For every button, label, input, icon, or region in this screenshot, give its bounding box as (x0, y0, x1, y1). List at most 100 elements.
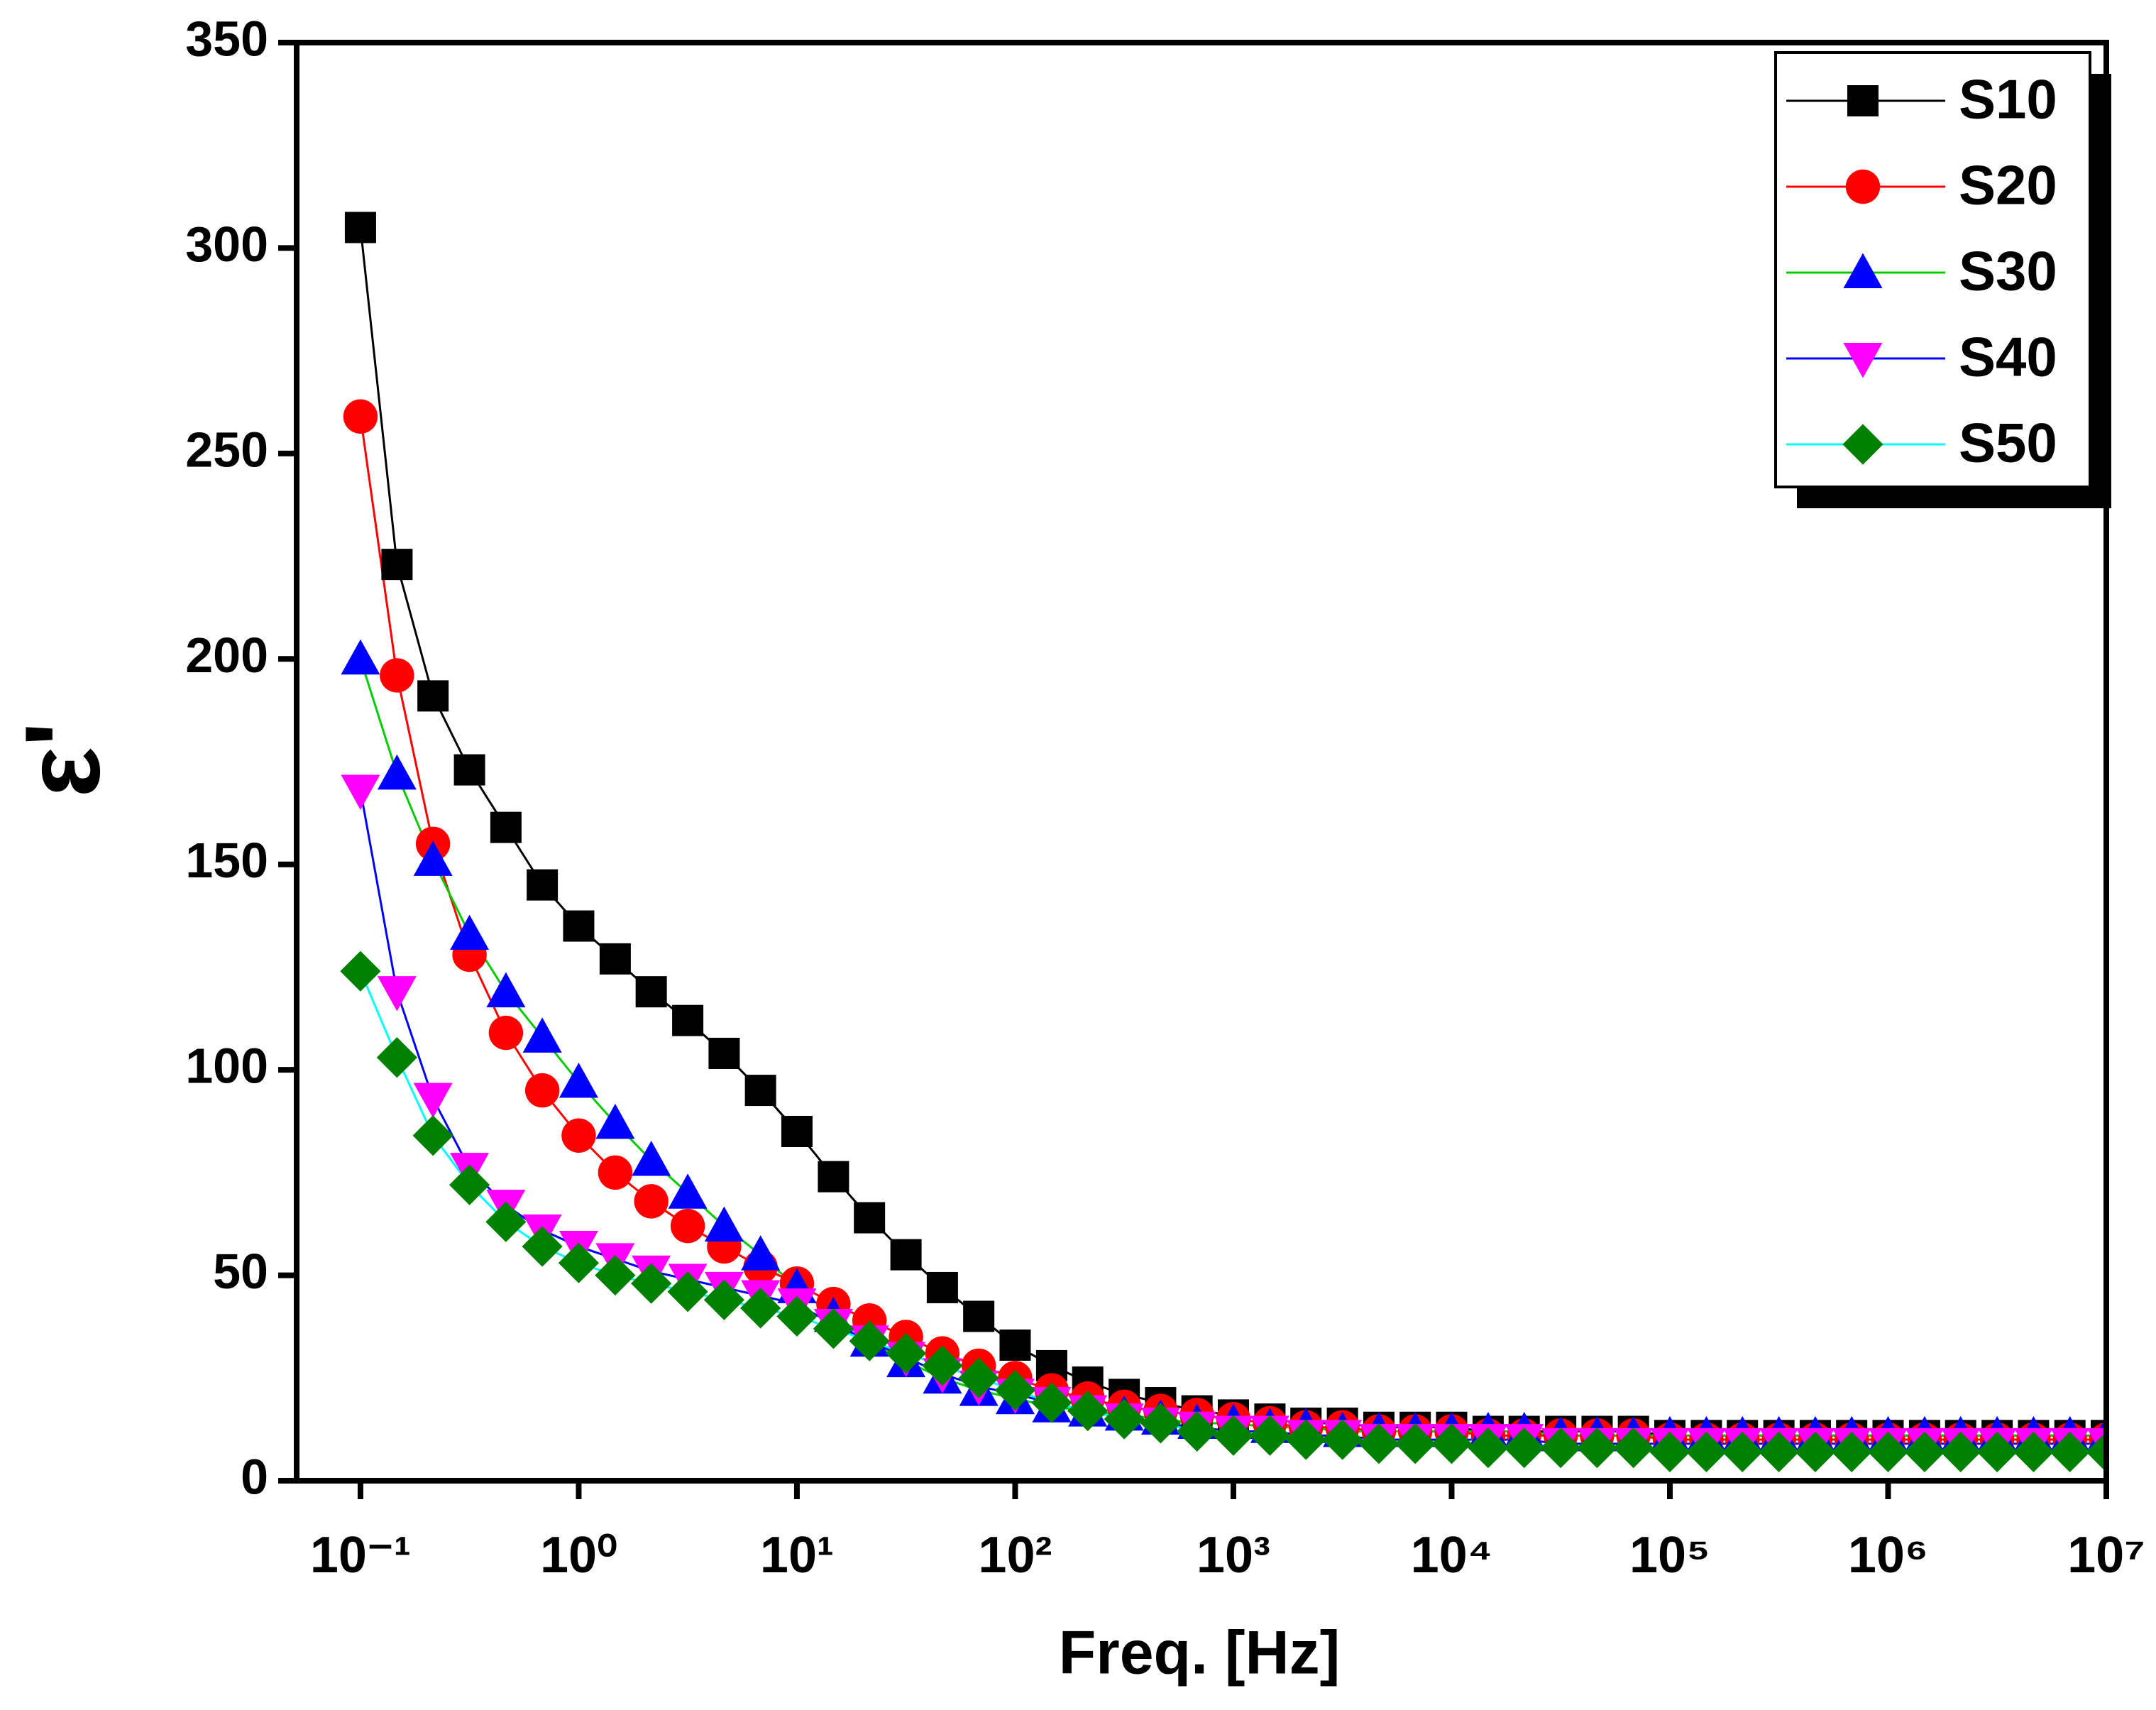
marker (341, 774, 380, 811)
marker (922, 1345, 963, 1386)
y-tick-label: 200 (185, 627, 268, 683)
marker (488, 1015, 524, 1051)
marker (703, 1279, 744, 1320)
marker (377, 754, 417, 790)
marker (1067, 1390, 1109, 1432)
marker (377, 976, 417, 1012)
marker (740, 1288, 781, 1329)
marker (344, 212, 376, 243)
marker (632, 1140, 671, 1176)
marker (1504, 1427, 1545, 1469)
marker (781, 1115, 813, 1147)
marker (1759, 1431, 1800, 1473)
legend-label: S40 (1959, 326, 2057, 388)
marker (1795, 1431, 1836, 1473)
marker (958, 1357, 999, 1398)
marker (1395, 1423, 1436, 1464)
marker (598, 1155, 633, 1190)
marker (1649, 1431, 1690, 1473)
marker (563, 910, 595, 942)
y-tick-label: 250 (185, 422, 268, 477)
marker (1843, 253, 1883, 288)
marker (1540, 1427, 1581, 1469)
marker (1722, 1431, 1763, 1473)
y-tick-label: 350 (185, 11, 268, 66)
marker (631, 1263, 672, 1304)
x-tick-label: 10² (978, 1527, 1052, 1584)
marker (1322, 1419, 1363, 1460)
marker (595, 1254, 636, 1296)
marker (1904, 1431, 1945, 1473)
marker (2086, 1431, 2106, 1473)
marker (1685, 1431, 1727, 1473)
marker (1847, 85, 1879, 116)
marker (890, 1239, 922, 1271)
marker (963, 1300, 995, 1332)
marker (599, 943, 631, 975)
legend-label: S50 (1959, 412, 2057, 474)
marker (1213, 1415, 1254, 1456)
marker (1431, 1423, 1473, 1464)
marker (1976, 1431, 2018, 1473)
marker (490, 811, 522, 843)
marker (1843, 343, 1883, 378)
y-tick-label: 300 (185, 217, 268, 272)
x-tick-label: 10⁴ (1411, 1527, 1493, 1584)
marker (886, 1332, 927, 1374)
marker (522, 1017, 562, 1053)
marker (741, 1235, 781, 1271)
marker (708, 1037, 740, 1069)
marker (1831, 1431, 1872, 1473)
legend-label: S10 (1959, 68, 2057, 131)
marker (1140, 1403, 1182, 1444)
x-tick-label: 10⁶ (1848, 1527, 1928, 1584)
marker (522, 1226, 563, 1267)
marker (453, 754, 485, 786)
marker (413, 1083, 453, 1119)
y-tick-label: 50 (213, 1244, 268, 1299)
marker (1358, 1423, 1399, 1464)
marker (854, 1202, 886, 1234)
legend-label: S30 (1959, 240, 2057, 302)
marker (1177, 1410, 1218, 1452)
series-line (359, 658, 2106, 1437)
marker (449, 1164, 490, 1205)
marker (818, 1161, 849, 1193)
x-tick-label: 10³ (1197, 1527, 1270, 1584)
marker (926, 1271, 958, 1303)
marker (994, 1370, 1036, 1411)
marker (704, 1206, 744, 1242)
marker (412, 1115, 453, 1156)
marker (413, 840, 453, 876)
y-tick-label: 100 (185, 1038, 268, 1094)
marker (559, 1063, 598, 1098)
x-axis-title: Freq. [Hz] (1059, 1619, 1341, 1687)
marker (849, 1320, 890, 1361)
marker (524, 1073, 560, 1108)
marker (635, 976, 667, 1008)
marker (340, 950, 381, 992)
marker (2013, 1431, 2055, 1473)
marker (376, 1037, 417, 1078)
marker (1031, 1382, 1072, 1423)
marker (1285, 1419, 1326, 1460)
marker (634, 1184, 669, 1219)
marker (343, 399, 378, 434)
marker (670, 1208, 705, 1244)
marker (558, 1242, 600, 1283)
marker (2050, 1431, 2091, 1473)
marker (381, 549, 413, 581)
marker (672, 1004, 704, 1036)
legend-label: S20 (1959, 154, 2057, 217)
marker (1104, 1398, 1145, 1440)
y-axis-title: ε' (3, 722, 122, 798)
marker (1468, 1427, 1509, 1469)
marker (1842, 424, 1883, 465)
x-tick-label: 10¹ (760, 1527, 834, 1584)
x-tick-label: 10⁷ (2067, 1527, 2145, 1584)
marker (1576, 1427, 1618, 1469)
marker (417, 680, 449, 712)
marker (1613, 1427, 1654, 1469)
marker (667, 1271, 708, 1312)
